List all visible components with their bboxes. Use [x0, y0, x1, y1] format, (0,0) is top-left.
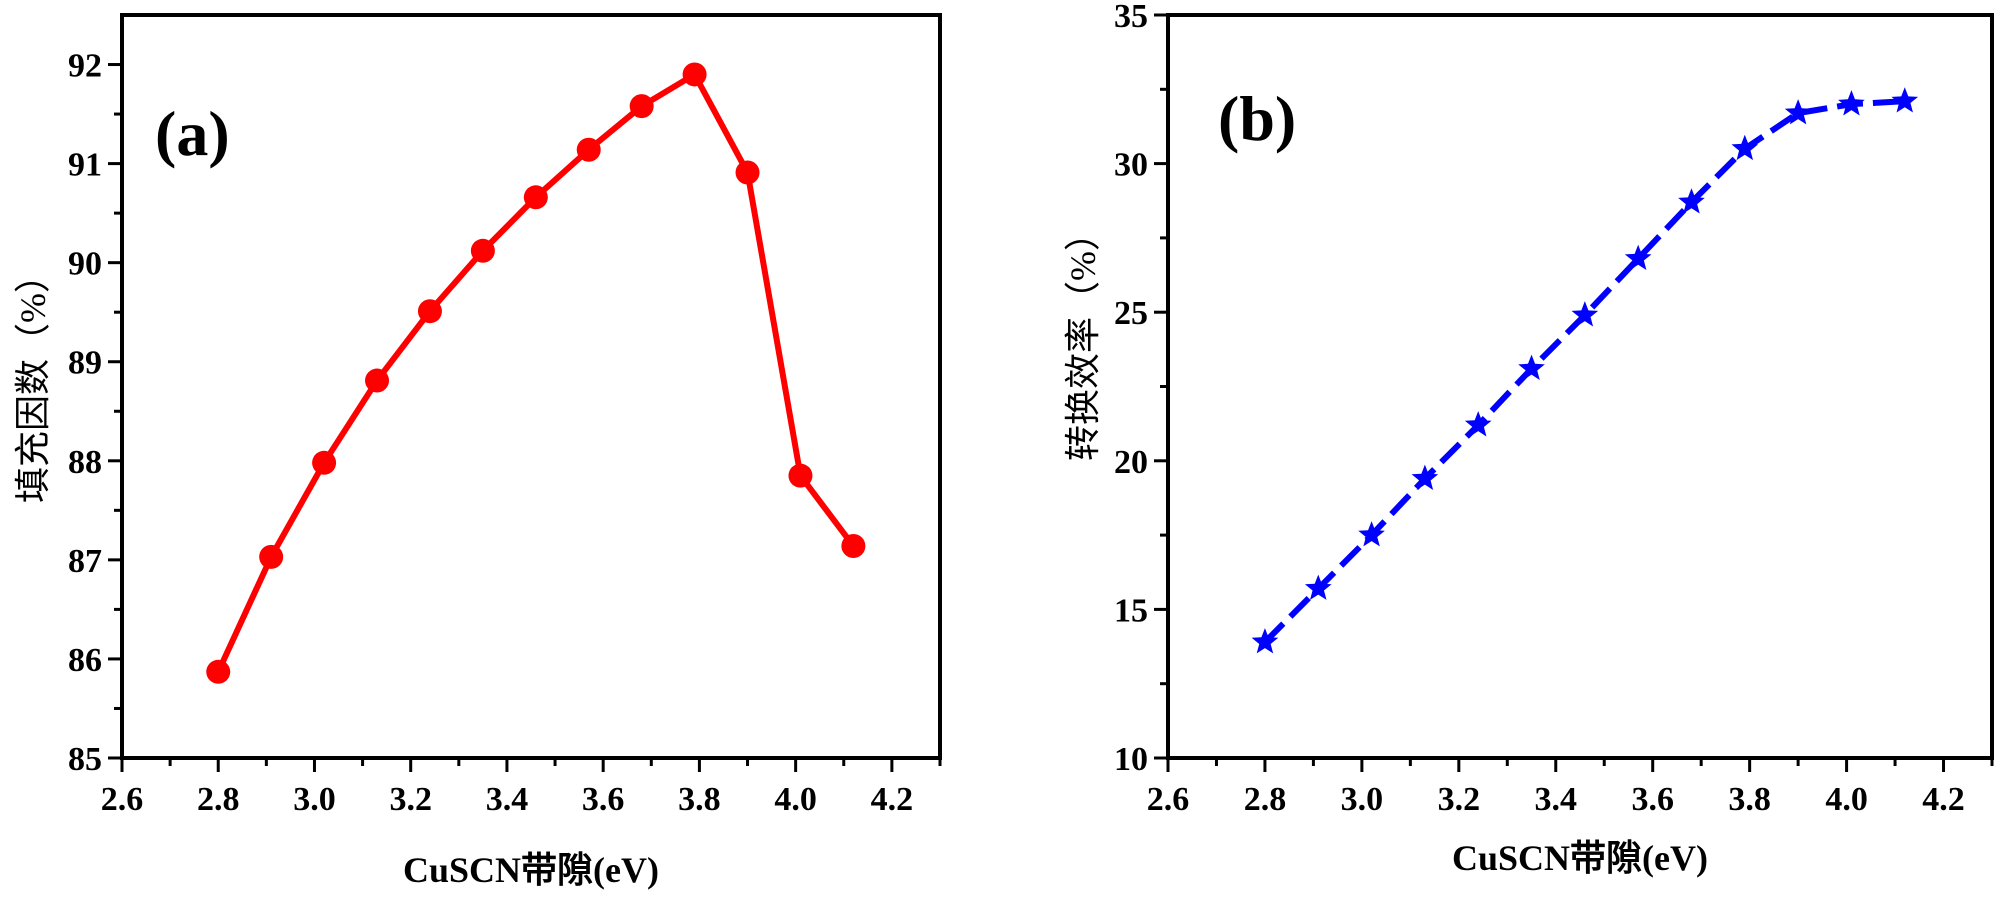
x-tick-label-b-2: 3.0	[1341, 781, 1384, 818]
x-tick-label-b-8: 4.2	[1922, 781, 1965, 818]
y-tick-label-a-2: 87	[68, 543, 102, 580]
panel-label-a: (a)	[155, 98, 230, 169]
y-tick-label-a-0: 85	[68, 741, 102, 778]
y-tick-label-b-3: 25	[1114, 295, 1148, 332]
x-tick-label-a-1: 2.8	[197, 781, 240, 818]
chart-panel-b: 2.6 2.8 3.0 3.2 3.4 3.6 3.8 4.0 4.2101520253035 …	[1063, 0, 1994, 878]
data-point-a-3	[365, 368, 390, 393]
x-tick-label-a-3: 3.2	[389, 781, 432, 818]
data-point-a-12	[841, 533, 866, 558]
data-point-a-6	[523, 185, 548, 210]
data-point-a-0	[206, 659, 231, 684]
y-tick-label-b-5: 35	[1114, 0, 1148, 35]
chart-panel-a: 2.6 2.8 3.0 3.2 3.4 3.6 3.8 4.0 4.2 85 86 87 88 89 90 9…	[13, 13, 942, 890]
y-tick-label-b-0: 10	[1114, 741, 1148, 778]
x-tick-label-a-6: 3.8	[678, 781, 721, 818]
y-tick-label-a-1: 86	[68, 642, 102, 679]
x-tick-label-b-1: 2.8	[1244, 781, 1287, 818]
panel-label-b: (b)	[1218, 83, 1296, 154]
data-point-a-9	[682, 62, 707, 87]
data-point-b-11	[1838, 90, 1865, 116]
x-tick-label-a-8: 4.2	[871, 781, 914, 818]
x-tick-label-b-7: 4.0	[1825, 781, 1868, 818]
data-point-b-0	[1251, 628, 1279, 654]
x-tick-label-a-2: 3.0	[293, 781, 336, 818]
y-tick-label-a-3: 88	[68, 444, 102, 481]
x-tick-label-a-4: 3.4	[486, 781, 529, 818]
plot-frame-a	[120, 13, 942, 760]
x-tick-label-a-0: 2.6	[101, 781, 144, 818]
data-point-a-4	[417, 299, 442, 324]
data-point-b-12	[1891, 87, 1919, 113]
data-point-b-5	[1518, 354, 1545, 380]
data-point-b-10	[1784, 99, 1812, 125]
data-point-b-1	[1304, 574, 1332, 600]
y-tick-label-a-6: 91	[68, 147, 102, 184]
x-axis-title-b: CuSCN带隙(eV)	[1452, 838, 1708, 878]
y-tick-label-b-4: 30	[1114, 147, 1148, 184]
x-tick-label-b-5: 3.6	[1631, 781, 1674, 818]
data-point-b-3	[1411, 464, 1439, 490]
y-axis-title-a: 填充因数（%）	[13, 257, 53, 503]
x-tick-label-b-6: 3.8	[1728, 781, 1771, 818]
y-tick-label-b-1: 15	[1114, 592, 1148, 629]
plot-frame-b	[1166, 13, 1994, 760]
data-point-b-4	[1464, 411, 1492, 437]
x-tick-label-a-7: 4.0	[774, 781, 817, 818]
x-tick-label-b-3: 3.2	[1438, 781, 1481, 818]
data-point-b-7	[1624, 244, 1652, 271]
data-point-a-7	[576, 137, 601, 162]
y-tick-label-a-4: 89	[68, 345, 102, 382]
data-point-a-2	[312, 450, 337, 475]
data-point-a-1	[259, 544, 284, 569]
data-point-a-10	[735, 160, 760, 185]
data-point-a-5	[470, 238, 495, 263]
data-point-b-9	[1731, 134, 1759, 161]
x-tick-label-a-5: 3.6	[582, 781, 625, 818]
x-tick-label-b-0: 2.6	[1147, 781, 1190, 818]
x-tick-label-b-4: 3.4	[1535, 781, 1578, 818]
data-point-b-6	[1571, 301, 1599, 327]
data-point-a-8	[629, 94, 654, 119]
x-axis-title-a: CuSCN带隙(eV)	[403, 850, 659, 890]
data-point-a-11	[788, 463, 813, 488]
y-axis-title-b: 转换效率（%）	[1063, 215, 1103, 461]
y-tick-label-a-7: 92	[68, 48, 102, 85]
y-tick-label-b-2: 20	[1114, 444, 1148, 481]
y-tick-label-a-5: 90	[68, 246, 102, 283]
data-point-b-2	[1358, 521, 1385, 547]
data-point-b-8	[1678, 188, 1705, 214]
